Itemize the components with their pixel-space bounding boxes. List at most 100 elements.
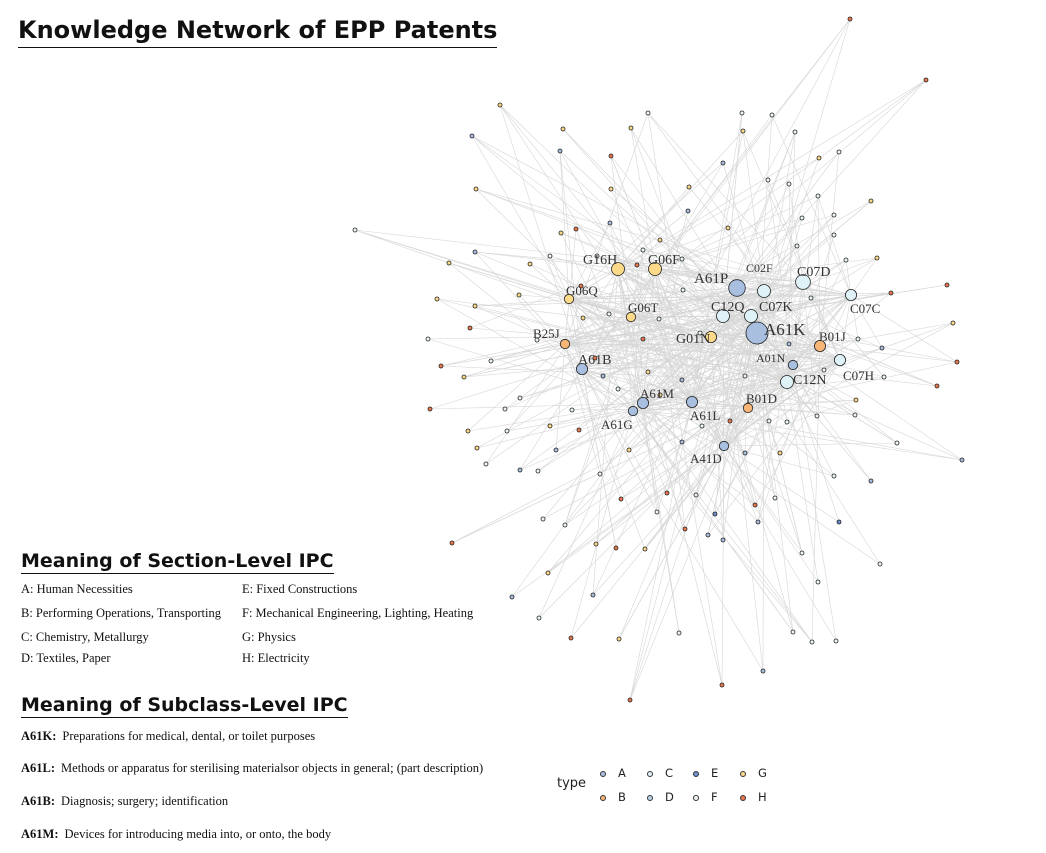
network-edge bbox=[538, 410, 634, 619]
network-node bbox=[772, 495, 778, 501]
subclass-text: Preparations for medical, dental, or toi… bbox=[62, 729, 316, 743]
network-node bbox=[794, 243, 800, 249]
subclass-code: A61K: bbox=[21, 729, 57, 743]
network-node bbox=[606, 311, 612, 317]
legend-item-a: A bbox=[600, 766, 626, 780]
network-edge bbox=[723, 407, 749, 447]
network-edge bbox=[756, 332, 898, 444]
network-edge bbox=[471, 135, 634, 412]
network-node bbox=[640, 247, 646, 253]
network-node bbox=[568, 635, 574, 641]
legend-item-f: F bbox=[693, 790, 718, 804]
network-node bbox=[853, 397, 859, 403]
network-label-b01j: B01J bbox=[819, 329, 846, 344]
network-edge bbox=[722, 112, 743, 317]
network-edge bbox=[564, 343, 601, 475]
subclass-text: Diagnosis; surgery; identification bbox=[61, 794, 229, 808]
section-item-g: G: Physics bbox=[242, 630, 296, 644]
section-ipc-title: Meaning of Section-Level IPC bbox=[21, 550, 334, 574]
network-label-c07d: C07D bbox=[797, 265, 830, 280]
network-node bbox=[465, 428, 471, 434]
legend-item-d: D bbox=[647, 790, 674, 804]
network-edge bbox=[581, 345, 821, 370]
network-edge bbox=[581, 368, 764, 672]
legend-item-e: E bbox=[693, 766, 718, 780]
network-node bbox=[562, 522, 568, 528]
network-node bbox=[786, 341, 792, 347]
network-node bbox=[569, 407, 575, 413]
network-node bbox=[553, 447, 559, 453]
network-node-g16h bbox=[611, 262, 625, 276]
network-edge bbox=[707, 359, 841, 536]
network-edge bbox=[691, 315, 752, 403]
network-node bbox=[799, 215, 805, 221]
network-edge bbox=[451, 359, 841, 544]
network-edge bbox=[568, 162, 724, 300]
network-edge bbox=[647, 112, 821, 347]
network-edge bbox=[659, 239, 738, 289]
network-edge bbox=[744, 359, 841, 454]
network-edge bbox=[723, 281, 804, 447]
network-edge bbox=[632, 249, 644, 412]
network-node bbox=[461, 374, 467, 380]
network-node-c12n bbox=[780, 375, 794, 389]
network-edge bbox=[474, 305, 693, 403]
network-edge bbox=[691, 345, 821, 403]
network-node bbox=[597, 471, 603, 477]
network-edge bbox=[742, 130, 765, 292]
network-edge bbox=[763, 200, 872, 292]
network-edge bbox=[630, 268, 656, 318]
network-edge bbox=[490, 294, 852, 362]
network-edge bbox=[595, 445, 725, 545]
network-node-b25j bbox=[559, 338, 571, 350]
network-node bbox=[821, 367, 827, 373]
network-node bbox=[769, 112, 775, 118]
network-edge bbox=[756, 332, 794, 633]
network-edge bbox=[559, 150, 570, 300]
network-edge bbox=[722, 315, 803, 554]
network-edge bbox=[788, 294, 852, 345]
network-edge bbox=[568, 222, 611, 300]
network-node bbox=[627, 697, 633, 703]
network-node bbox=[488, 358, 494, 364]
network-edge bbox=[568, 298, 788, 383]
network-edge bbox=[519, 368, 583, 471]
section-item-c: C: Chemistry, Metallurgy bbox=[21, 630, 149, 644]
network-node bbox=[657, 237, 663, 243]
network-node bbox=[855, 336, 861, 342]
network-edge bbox=[630, 127, 712, 338]
network-edge bbox=[767, 179, 794, 366]
network-edge bbox=[819, 322, 954, 347]
network-edge bbox=[802, 281, 885, 378]
network-edge bbox=[850, 294, 958, 363]
network-edge bbox=[354, 229, 788, 383]
network-edge bbox=[736, 287, 821, 347]
network-edge bbox=[467, 343, 566, 432]
network-node bbox=[594, 253, 600, 259]
network-node bbox=[831, 212, 837, 218]
network-edge bbox=[681, 359, 841, 443]
legend-item-g: G bbox=[740, 766, 767, 780]
network-node bbox=[765, 177, 771, 183]
network-node bbox=[888, 290, 894, 296]
network-node bbox=[547, 253, 553, 259]
network-edge bbox=[504, 316, 632, 410]
network-edge bbox=[629, 401, 693, 701]
network-node bbox=[608, 186, 614, 192]
network-node bbox=[634, 262, 640, 268]
network-edge bbox=[763, 290, 840, 523]
section-item-e: E: Fixed Constructions bbox=[242, 582, 358, 596]
network-labels: A61K A61P C07D C02F C12Q C07K C07C C12N C07H B01J… bbox=[533, 253, 880, 466]
network-node bbox=[934, 383, 940, 389]
network-edge bbox=[691, 401, 837, 642]
network-edge bbox=[518, 294, 570, 300]
network-edge bbox=[617, 157, 820, 270]
network-edge bbox=[632, 410, 963, 461]
network-edge bbox=[681, 281, 804, 381]
network-edge bbox=[642, 402, 680, 634]
network-node bbox=[784, 419, 790, 425]
network-node bbox=[654, 509, 660, 515]
network-edge bbox=[581, 315, 752, 370]
network-edge bbox=[747, 407, 835, 477]
network-label-c02f: C02F bbox=[746, 261, 773, 275]
